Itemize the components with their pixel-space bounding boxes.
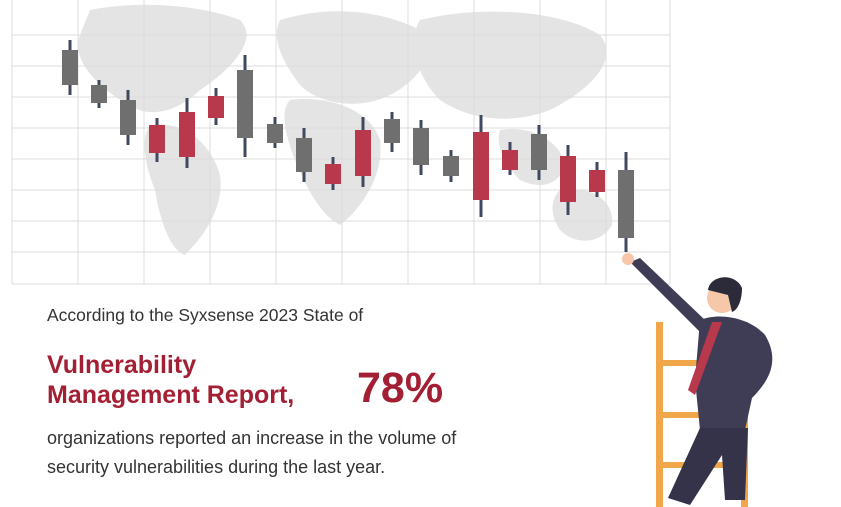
headline-stat: 78% xyxy=(357,364,443,412)
candlesticks xyxy=(62,40,634,252)
body-text: organizations reported an increase in th… xyxy=(47,428,457,448)
headline-line: Vulnerability xyxy=(47,351,196,379)
person-on-ladder xyxy=(622,253,773,507)
intro-text: According to the Syxsense 2023 State of xyxy=(47,305,363,325)
headline-line: Management Report, xyxy=(47,381,294,409)
body-text: security vulnerabilities during the last… xyxy=(47,457,385,477)
